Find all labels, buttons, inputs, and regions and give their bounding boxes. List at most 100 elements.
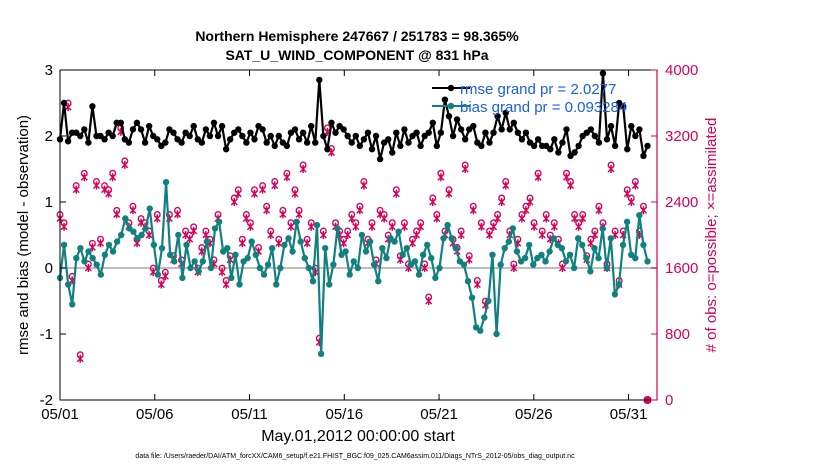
rmse-point [461, 136, 469, 143]
obs-assimilated-marker [121, 160, 129, 169]
bias-point [60, 241, 68, 249]
bias-point [273, 281, 280, 288]
rmse-point [437, 129, 445, 136]
y-axis-right-label: # of obs: o=possible; ×=assimilated [703, 118, 720, 353]
obs-assimilated-marker [494, 214, 502, 223]
bias-point [248, 238, 255, 245]
bias-point [175, 231, 182, 239]
rmse-point [283, 142, 291, 150]
bias-point [297, 238, 304, 245]
obs-marker [376, 206, 384, 219]
obs-marker [352, 219, 360, 231]
bias-point [130, 228, 137, 235]
bias-point [179, 274, 186, 282]
obs-assimilated-marker [109, 173, 117, 182]
rmse-point [397, 142, 404, 150]
bias-point [607, 235, 615, 242]
obs-marker [473, 277, 481, 289]
bias-point [93, 261, 100, 268]
obs-marker [222, 277, 230, 289]
obs-marker [250, 186, 259, 198]
obs-assimilated-marker [186, 235, 194, 244]
y-left-tick-label: -1 [40, 326, 53, 343]
legend-rmse-marker [447, 84, 455, 92]
bias-point [187, 264, 194, 272]
obs-marker [60, 219, 68, 231]
x-axis-label: May.01,2012 00:00:00 start [261, 428, 455, 445]
obs-assimilated-marker [380, 214, 388, 223]
rmse-point [64, 138, 72, 145]
bias-point [460, 261, 468, 268]
y-right-tick-label: 0 [665, 392, 673, 409]
rmse-point [308, 122, 315, 130]
rmse-point [555, 149, 562, 156]
rmse-point [457, 126, 465, 133]
obs-assimilated-marker [469, 206, 477, 215]
bias-point [101, 251, 109, 258]
obs-assimilated-marker [445, 189, 453, 198]
obs-marker [477, 219, 485, 231]
bias-point [154, 271, 162, 278]
bias-point [207, 264, 215, 272]
obs-assimilated-marker [473, 280, 481, 289]
bias-point [619, 241, 627, 249]
obs-assimilated-marker [340, 239, 348, 248]
bias-point [644, 258, 651, 265]
bias-point [199, 258, 207, 265]
obs-assimilated-marker [161, 272, 169, 281]
rmse-point [263, 139, 270, 146]
bias-point [171, 258, 178, 265]
obs-marker [417, 219, 425, 231]
bias-point [215, 218, 223, 225]
rmse-point [563, 126, 570, 133]
rmse-point [591, 132, 599, 140]
bias-point [330, 261, 337, 268]
rmse-point [429, 119, 436, 127]
bias-point [440, 235, 447, 242]
obs-marker [259, 182, 267, 194]
obs-assimilated-marker [368, 222, 376, 231]
obs-marker [591, 227, 599, 239]
rmse-point [530, 142, 538, 150]
bias-point [424, 241, 431, 249]
obs-marker [522, 202, 530, 215]
rmse-point [514, 129, 522, 136]
y-right-tick-label: 800 [665, 326, 690, 343]
obs-assimilated-marker [287, 222, 295, 231]
obs-marker [356, 202, 364, 215]
rmse-point [417, 142, 424, 150]
rmse-point [77, 132, 84, 140]
rmse-point [599, 70, 607, 77]
rmse-point [385, 136, 392, 143]
bias-point [566, 251, 574, 258]
obs-assimilated-marker [502, 181, 510, 190]
obs-marker [344, 227, 352, 239]
obs-marker [230, 194, 238, 206]
rmse-point [636, 126, 643, 133]
obs-assimilated-marker [627, 198, 635, 206]
rmse-point [125, 139, 133, 146]
obs-assimilated-marker [417, 222, 425, 231]
rmse-point [133, 119, 141, 127]
bias-point [399, 251, 406, 258]
obs-assimilated-marker [542, 214, 550, 223]
rmse-point [117, 119, 124, 127]
x-tick-label: 05/01 [41, 406, 79, 423]
bias-point [477, 327, 484, 334]
rmse-point [368, 146, 376, 153]
obs-assimilated-marker [465, 255, 473, 264]
bias-point [162, 179, 170, 186]
obs-marker [218, 264, 226, 277]
rmse-point [551, 136, 558, 143]
obs-assimilated-marker [587, 239, 595, 248]
bias-point [150, 241, 158, 249]
obs-assimilated-marker [352, 222, 360, 231]
obs-assimilated-marker [129, 206, 137, 215]
obs-assimilated-marker [522, 206, 530, 215]
obs-assimilated-marker [96, 239, 105, 248]
bias-point [623, 218, 631, 225]
obs-marker [295, 206, 303, 219]
bias-point [203, 238, 211, 245]
obs-marker [526, 194, 534, 206]
bias-point [77, 245, 84, 252]
